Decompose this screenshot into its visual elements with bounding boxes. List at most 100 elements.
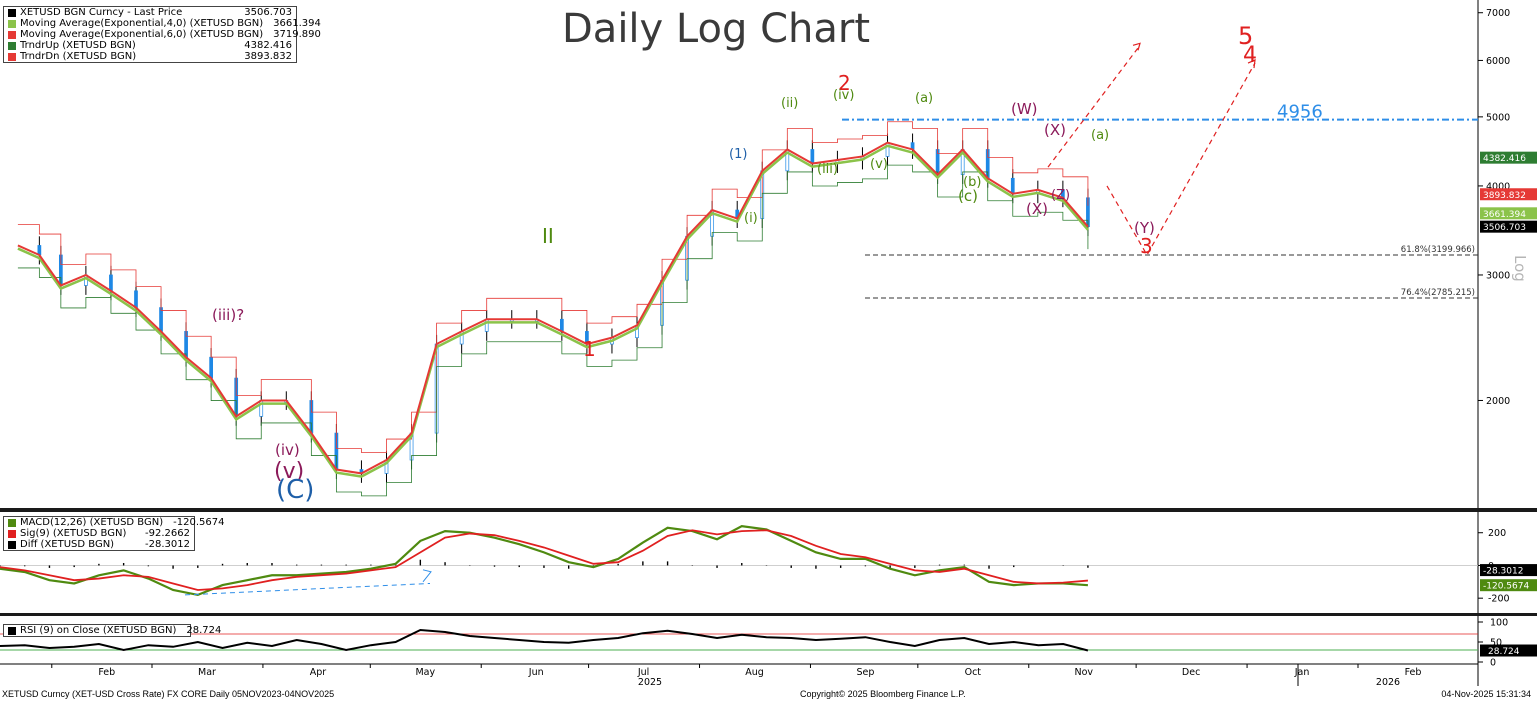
candle-body [484,318,489,332]
x-year-label: 2026 [1376,677,1400,688]
legend-entry: MACD(12,26) (XETUSD BGN) -120.5674 [4,517,224,528]
legend-value: 3506.703 [244,7,292,18]
candle-body [1010,177,1015,195]
candle-body [109,274,113,292]
divergence-arrow [184,582,431,596]
legend-swatch [8,52,16,61]
legend-swatch [8,529,16,538]
value-tag [1480,220,1537,233]
legend-value: -120.5674 [173,517,225,528]
wave-label: (1) [729,147,747,162]
x-tick-label: Jul [637,667,649,678]
wave-label: (iii) [817,162,838,177]
value-tag [1480,207,1537,220]
signal-line [0,529,1088,591]
y-tick-label: 100 [1490,618,1508,629]
x-tick-label: Apr [310,667,327,678]
value-tag [1480,188,1537,201]
legend-swatch [8,518,16,527]
wave-label: 5 [1238,22,1253,50]
x-tick-label: Feb [98,667,115,678]
value-tag [1480,151,1537,164]
y-tick-label: 3000 [1486,270,1510,281]
y-tick-label: 5000 [1486,112,1510,123]
arrow-head [1132,42,1141,51]
macd-line [0,525,1088,597]
legend-label: MACD(12,26) (XETUSD BGN) [20,517,164,528]
legend-value: 4382.416 [244,40,292,51]
ema6-line [17,141,1089,475]
legend-label: Diff (XETUSD BGN) [20,539,115,550]
wave-label: (C) [276,475,314,505]
x-tick-label: Jun [528,667,544,678]
wave-label: 3 [1140,234,1153,258]
legend-value: -28.3012 [145,539,190,550]
wave-label: (c) [958,187,978,205]
x-tick-label: Jan [1294,667,1310,678]
trndrup-line [17,164,1089,497]
candle-body [134,290,138,308]
y-axis-label: Log [1511,255,1529,282]
footer-center: Copyright© 2025 Bloomberg Finance L.P. [800,689,966,699]
arrow-head [1247,59,1256,69]
x-tick-label: Aug [745,667,764,678]
footer-right: 04-Nov-2025 15:31:34 [1441,689,1531,699]
wave-label: 4 [1243,43,1257,68]
y-tick-label: -200 [1488,594,1510,605]
y-tick-label: 0 [1490,658,1496,669]
value-tag-label: 28.724 [1488,647,1520,657]
legend-entry: XETUSD BGN Curncy - Last Price 3506.703 [4,7,296,18]
arrow-head [422,569,432,583]
legend-value: 3719.890 [273,29,321,40]
rsi-legend: RSI (9) on Close (XETUSD BGN) 28.724 [3,624,221,637]
wave-label: (v) [274,459,304,484]
x-tick-label: Feb [1405,667,1422,678]
macd-legend: MACD(12,26) (XETUSD BGN) -120.5674 Sig(9) … [3,516,224,551]
legend-label: Moving Average(Exponential,6,0) (XETUSD … [20,29,264,40]
wave-label: (Y) [1134,219,1155,237]
wave-label: (iv) [275,441,300,459]
chart-title: Daily Log Chart [562,6,871,52]
y-tick-label: 6000 [1486,56,1510,67]
legend-entry: RSI (9) on Close (XETUSD BGN) 28.724 [4,625,221,636]
legend-entry: TrndrUp (XETUSD BGN) 4382.416 [4,40,296,51]
wave-label: (i) [744,211,758,226]
legend-value: 28.724 [186,625,222,636]
value-tag [1480,644,1537,657]
y-tick-label: 50 [1490,638,1502,649]
trndrdn-line [17,121,1089,453]
wave-label: (Z) [1051,188,1070,203]
legend-value: -92.2662 [145,528,190,539]
candle-body [209,356,213,379]
x-tick-label: May [415,667,435,678]
legend-label: Moving Average(Exponential,4,0) (XETUSD … [20,18,264,29]
wave-label: (iii)? [212,306,244,324]
x-year-label: 2025 [638,677,662,688]
legend-label: TrndrUp (XETUSD BGN) [20,40,136,51]
legend-label: XETUSD BGN Curncy - Last Price [20,7,183,18]
legend-swatch [8,30,16,39]
legend-label: TrndrDn (XETUSD BGN) [20,51,137,62]
level-label: 76.4%(2785.215) [1401,288,1475,298]
value-tag-label: 3506.703 [1483,223,1526,233]
value-tag-label: -28.3012 [1483,567,1523,577]
panel-separator [0,508,1537,512]
x-tick-label: Mar [198,667,216,678]
value-tag [1480,579,1537,592]
candle-body [810,149,815,164]
candle-body [159,307,163,332]
x-tick-label: Sep [857,667,875,678]
ema4-line [17,144,1089,478]
legend-entry: Diff (XETUSD BGN) -28.3012 [4,539,194,550]
x-tick-label: Dec [1182,667,1200,678]
y-tick-label: 7000 [1486,8,1510,19]
wave-label: 1 [583,337,596,361]
panel-separator [0,613,1537,616]
legend-label: RSI (9) on Close (XETUSD BGN) [20,625,177,636]
wave-label: (X) [1026,200,1048,218]
legend-value: 3893.832 [244,51,292,62]
wave-label: (W) [1011,100,1038,118]
wave-label: (iv) [833,88,854,103]
price-legend: XETUSD BGN Curncy - Last Price 3506.703 Mo… [3,6,321,63]
legend-value: 3661.394 [273,18,321,29]
